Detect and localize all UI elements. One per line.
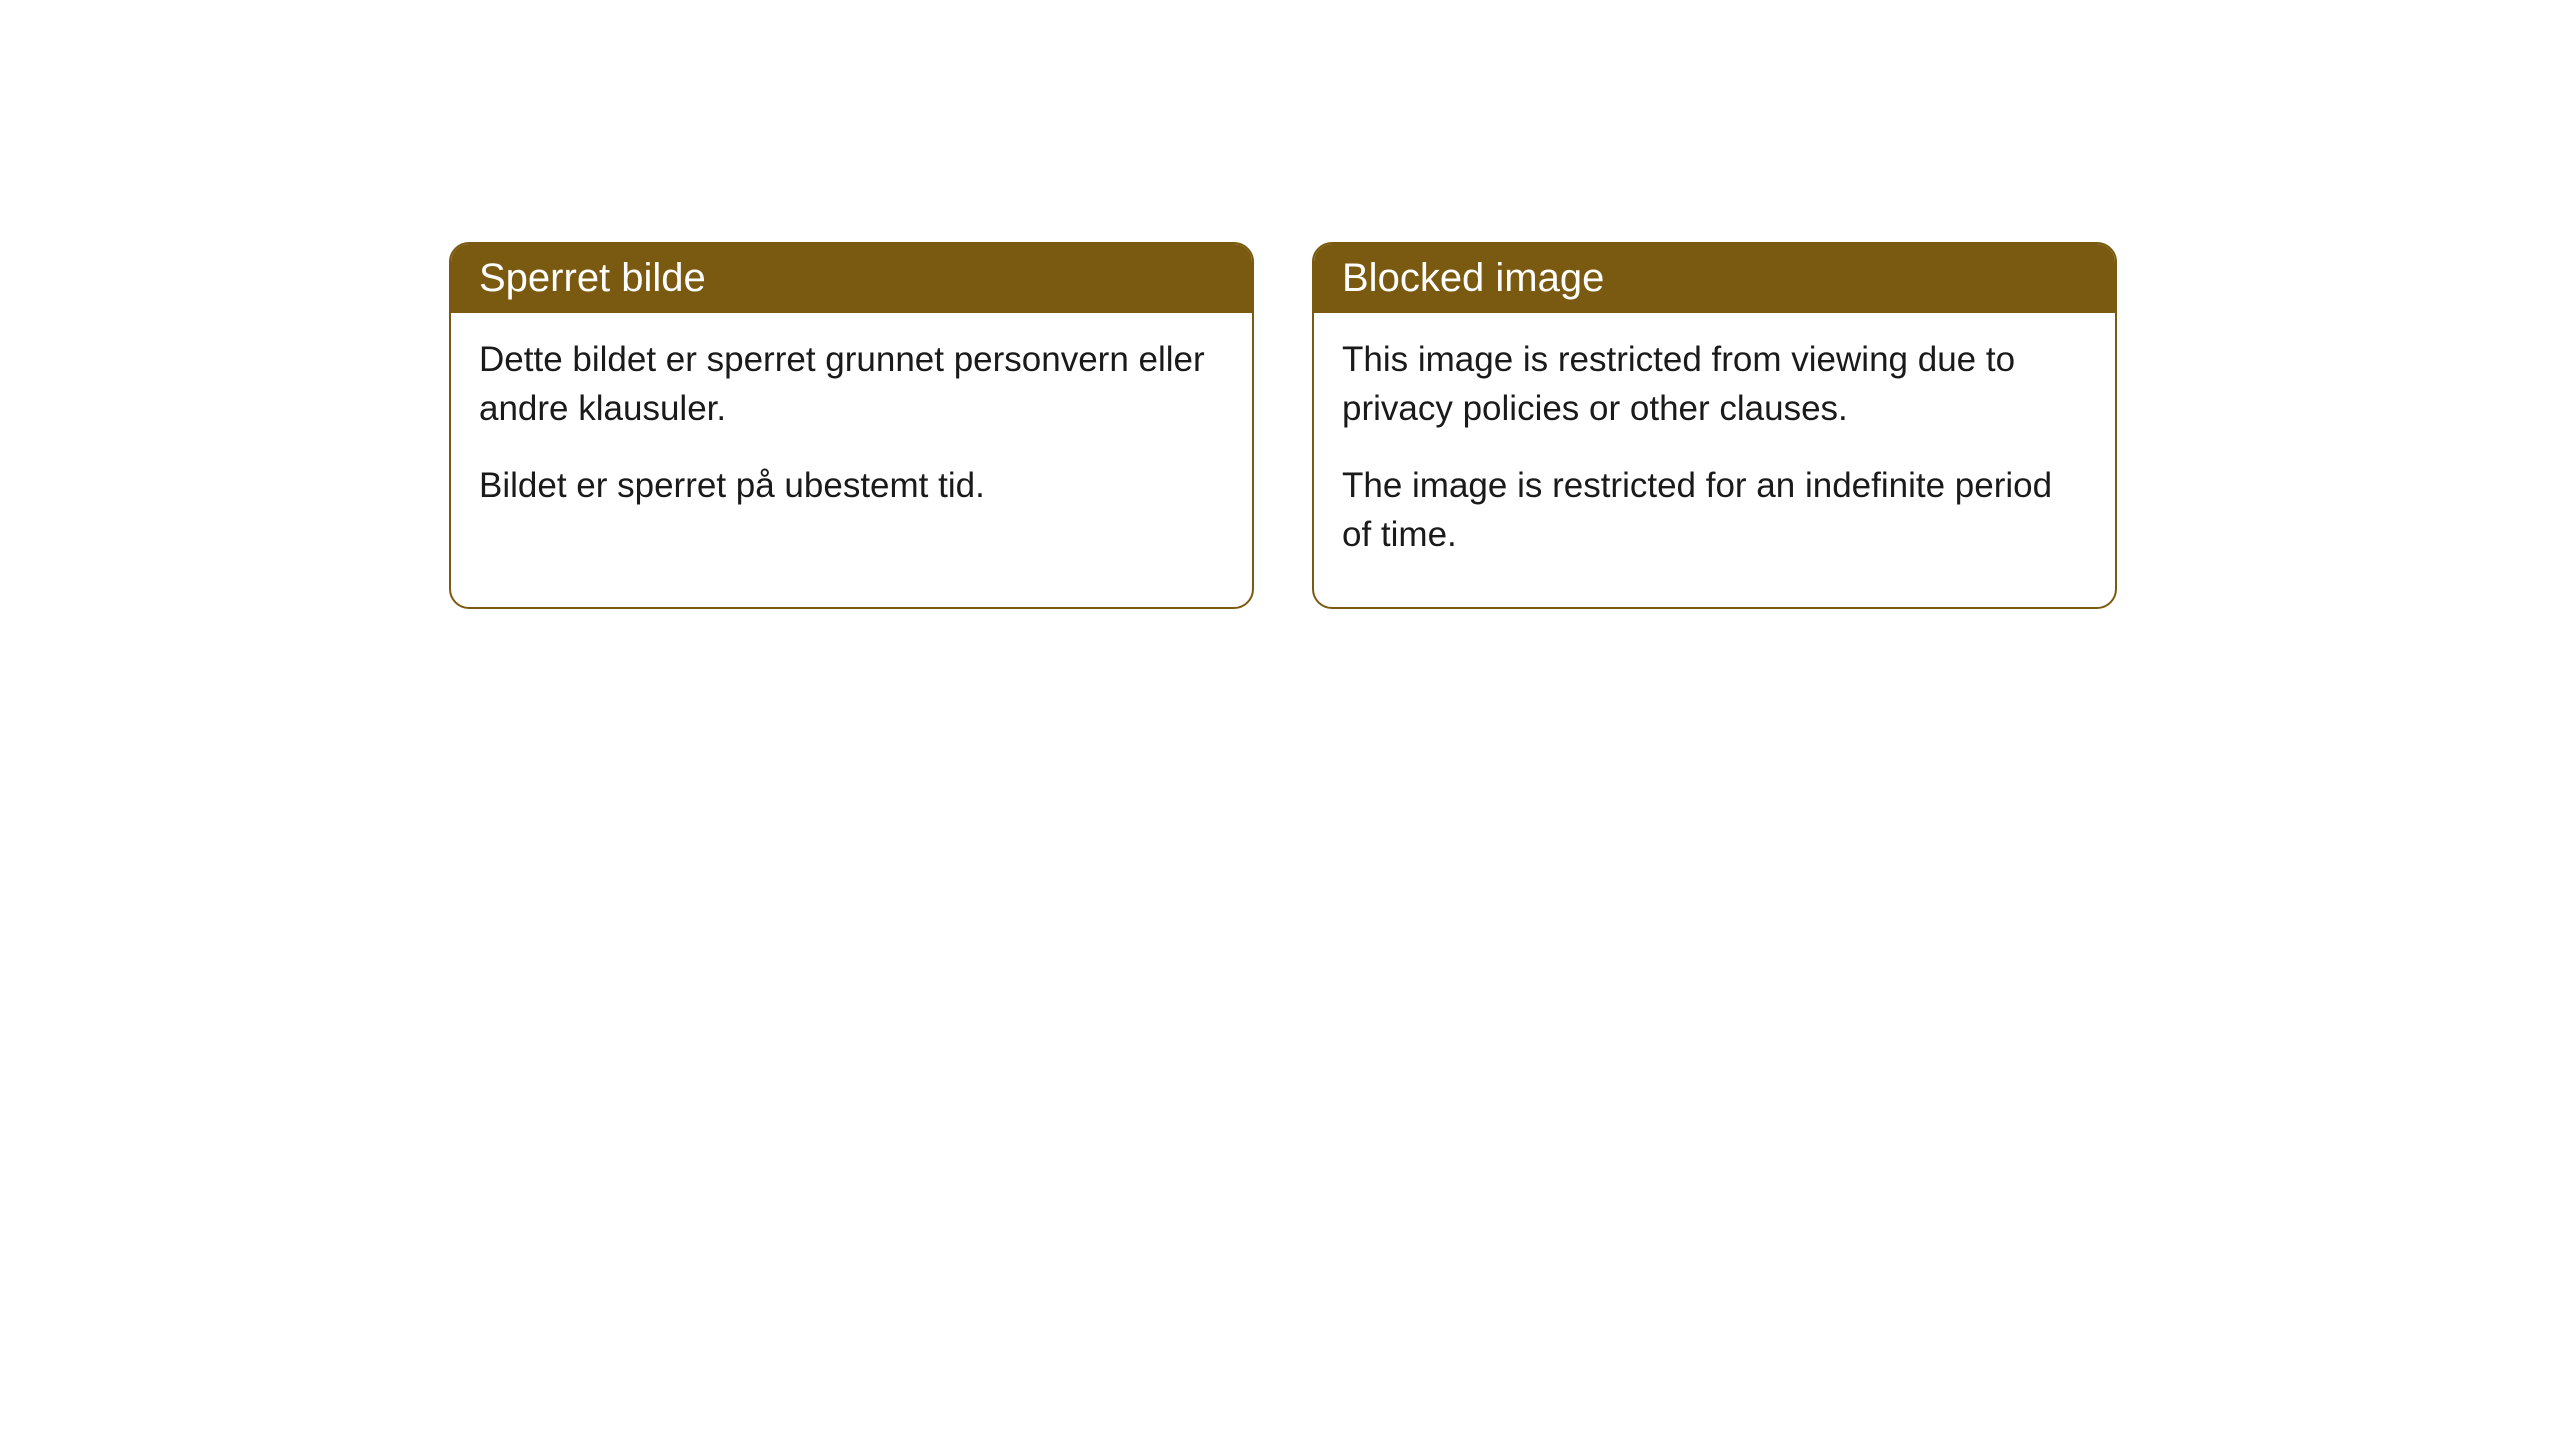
card-header: Sperret bilde (451, 244, 1252, 313)
notice-cards-container: Sperret bilde Dette bildet er sperret gr… (449, 242, 2117, 609)
card-body: Dette bildet er sperret grunnet personve… (451, 313, 1252, 558)
card-paragraph: Dette bildet er sperret grunnet personve… (479, 335, 1224, 433)
card-paragraph: The image is restricted for an indefinit… (1342, 461, 2087, 559)
blocked-image-card-no: Sperret bilde Dette bildet er sperret gr… (449, 242, 1254, 609)
card-title: Sperret bilde (479, 256, 706, 300)
card-body: This image is restricted from viewing du… (1314, 313, 2115, 607)
card-paragraph: This image is restricted from viewing du… (1342, 335, 2087, 433)
card-header: Blocked image (1314, 244, 2115, 313)
card-paragraph: Bildet er sperret på ubestemt tid. (479, 461, 1224, 510)
blocked-image-card-en: Blocked image This image is restricted f… (1312, 242, 2117, 609)
card-title: Blocked image (1342, 256, 1604, 300)
